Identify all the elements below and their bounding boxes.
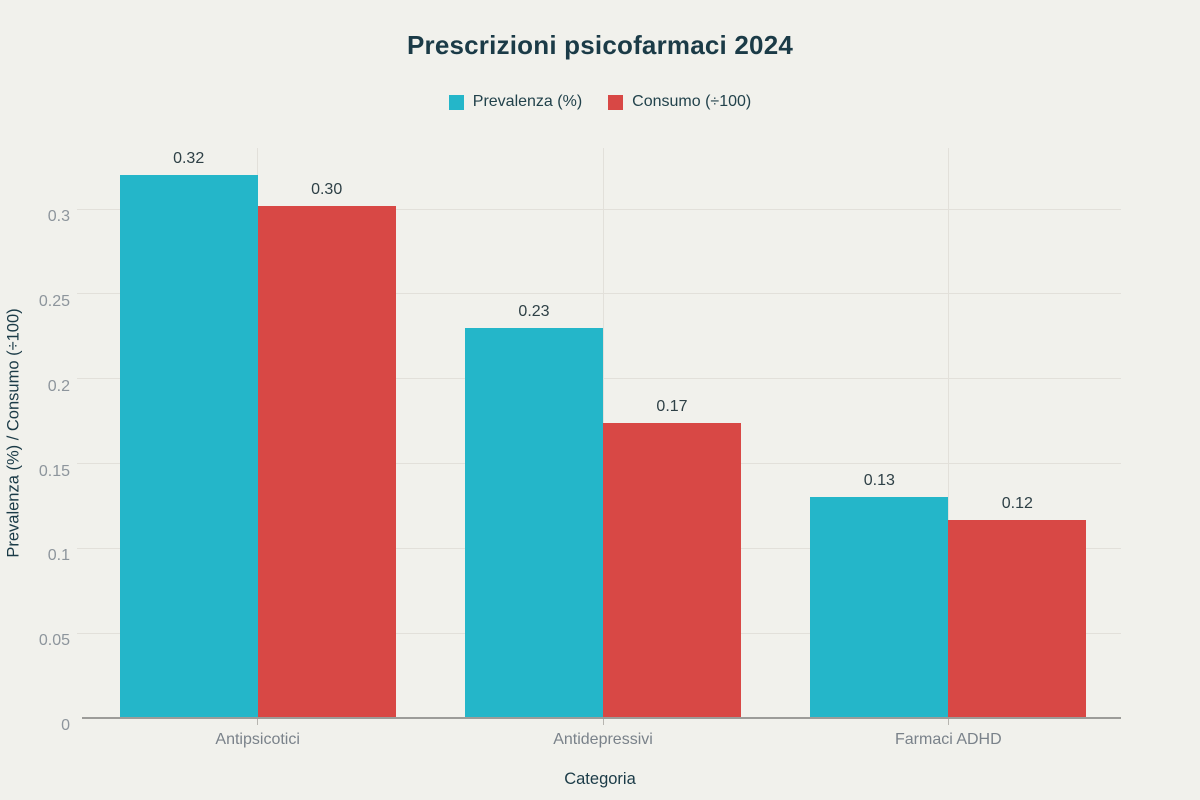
category-label: Antipsicotici xyxy=(215,731,300,748)
bar-prevalenza xyxy=(465,327,603,718)
bar-consumo xyxy=(257,205,396,718)
x-tick-mark xyxy=(947,718,949,725)
y-axis-title: Prevalenza (%) / Consumo (÷100) xyxy=(4,308,23,558)
bar-value-label: 0.32 xyxy=(173,150,205,168)
plot-area: 0 0.05 0.1 0.15 0.2 0.25 0.3 Antipsicotici 0.32 0… xyxy=(39,148,1121,748)
bar-value-label: 0.17 xyxy=(656,397,688,415)
y-tick-label: 0.05 xyxy=(38,632,70,650)
y-tick-label: 0.1 xyxy=(47,547,70,565)
x-axis-title: Categoria xyxy=(564,770,636,788)
y-tick-label: 0.3 xyxy=(47,208,70,226)
x-tick-mark xyxy=(257,718,259,725)
legend-label: Prevalenza (%) xyxy=(472,93,583,110)
bar-consumo xyxy=(948,519,1087,718)
category-label: Farmaci ADHD xyxy=(894,731,1002,748)
y-tick-label: 0.25 xyxy=(38,292,70,310)
legend: Prevalenza (%) Consumo (÷100) xyxy=(0,93,1200,111)
bar-consumo xyxy=(603,422,741,718)
legend-item: Consumo (÷100) xyxy=(608,93,751,111)
bar-prevalenza xyxy=(119,175,258,718)
y-tick-label: 0.15 xyxy=(38,462,70,480)
bar-value-label: 0.12 xyxy=(1001,494,1033,512)
legend-label: Consumo (÷100) xyxy=(632,93,752,110)
chart-title: Prescrizioni psicofarmaci 2024 xyxy=(406,30,794,60)
bar-value-label: 0.13 xyxy=(863,472,895,490)
h-gridline xyxy=(77,208,1121,210)
legend-swatch-icon xyxy=(448,94,464,110)
legend-swatch-icon xyxy=(608,94,624,110)
y-tick-label: 0 xyxy=(61,717,70,734)
x-tick-mark xyxy=(602,718,604,725)
bar-value-label: 0.30 xyxy=(311,180,343,198)
bar-prevalenza xyxy=(810,497,949,718)
y-tick-label: 0.2 xyxy=(47,377,70,395)
v-gridline xyxy=(947,148,949,718)
bar-value-label: 0.23 xyxy=(518,302,550,320)
legend-item: Prevalenza (%) xyxy=(448,93,583,111)
x-axis-line xyxy=(82,717,1121,719)
h-gridline xyxy=(77,293,1121,295)
category-label: Antidepressivi xyxy=(553,731,653,748)
